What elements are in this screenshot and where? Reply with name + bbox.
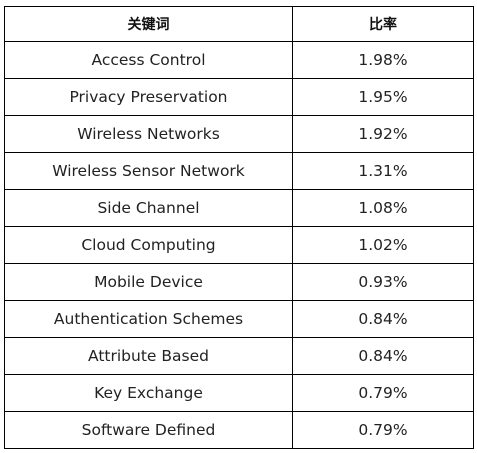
keyword-cell: Wireless Networks bbox=[4, 115, 293, 153]
ratio-cell: 0.84% bbox=[292, 337, 474, 375]
ratio-cell: 1.31% bbox=[292, 152, 474, 190]
table-row: Access Control 1.98% bbox=[4, 41, 474, 79]
ratio-cell: 0.93% bbox=[292, 263, 474, 301]
table-row: Wireless Sensor Network 1.31% bbox=[4, 152, 474, 190]
table-row: Authentication Schemes 0.84% bbox=[4, 300, 474, 338]
table-row: Side Channel 1.08% bbox=[4, 189, 474, 227]
table-row: Attribute Based 0.84% bbox=[4, 337, 474, 375]
table-row: Cloud Computing 1.02% bbox=[4, 226, 474, 264]
keyword-cell: Side Channel bbox=[4, 189, 293, 227]
table-row: Software Defined 0.79% bbox=[4, 411, 474, 449]
keyword-cell: Software Defined bbox=[4, 411, 293, 449]
ratio-cell: 0.79% bbox=[292, 374, 474, 412]
keyword-ratio-table: 关键词 比率 Access Control 1.98% Privacy Pres… bbox=[4, 6, 474, 449]
table-row: Wireless Networks 1.92% bbox=[4, 115, 474, 153]
ratio-cell: 1.98% bbox=[292, 41, 474, 79]
keyword-cell: Authentication Schemes bbox=[4, 300, 293, 338]
table-row: Mobile Device 0.93% bbox=[4, 263, 474, 301]
keyword-cell: Attribute Based bbox=[4, 337, 293, 375]
keyword-cell: Key Exchange bbox=[4, 374, 293, 412]
ratio-cell: 1.02% bbox=[292, 226, 474, 264]
ratio-cell: 1.95% bbox=[292, 78, 474, 116]
keyword-cell: Wireless Sensor Network bbox=[4, 152, 293, 190]
header-ratio: 比率 bbox=[292, 6, 474, 42]
ratio-cell: 0.79% bbox=[292, 411, 474, 449]
ratio-cell: 0.84% bbox=[292, 300, 474, 338]
keyword-cell: Privacy Preservation bbox=[4, 78, 293, 116]
keyword-cell: Access Control bbox=[4, 41, 293, 79]
table-row: Key Exchange 0.79% bbox=[4, 374, 474, 412]
keyword-ratio-table-container: 关键词 比率 Access Control 1.98% Privacy Pres… bbox=[4, 6, 474, 449]
header-keyword: 关键词 bbox=[4, 6, 293, 42]
table-header-row: 关键词 比率 bbox=[4, 6, 474, 42]
table-row: Privacy Preservation 1.95% bbox=[4, 78, 474, 116]
keyword-cell: Cloud Computing bbox=[4, 226, 293, 264]
ratio-cell: 1.08% bbox=[292, 189, 474, 227]
ratio-cell: 1.92% bbox=[292, 115, 474, 153]
keyword-cell: Mobile Device bbox=[4, 263, 293, 301]
